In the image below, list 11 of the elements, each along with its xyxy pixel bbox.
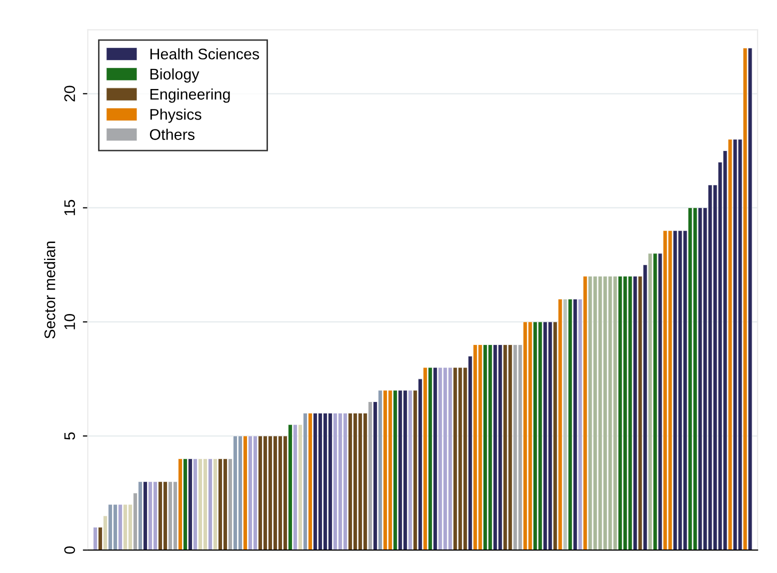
y-tick-label: 10 bbox=[64, 314, 76, 330]
y-axis-title: Sector median bbox=[44, 242, 56, 338]
legend-label: Physics bbox=[150, 108, 202, 123]
legend-label: Engineering bbox=[150, 88, 230, 103]
y-tick-label: 20 bbox=[64, 86, 76, 102]
y-tick-label: 0 bbox=[64, 546, 76, 554]
legend-label: Health Sciences bbox=[150, 48, 260, 60]
legend-label: Biology bbox=[150, 68, 200, 83]
y-tick-label: 15 bbox=[64, 200, 76, 216]
legend-label: Others bbox=[150, 128, 194, 140]
y-tick-label: 5 bbox=[64, 432, 76, 440]
